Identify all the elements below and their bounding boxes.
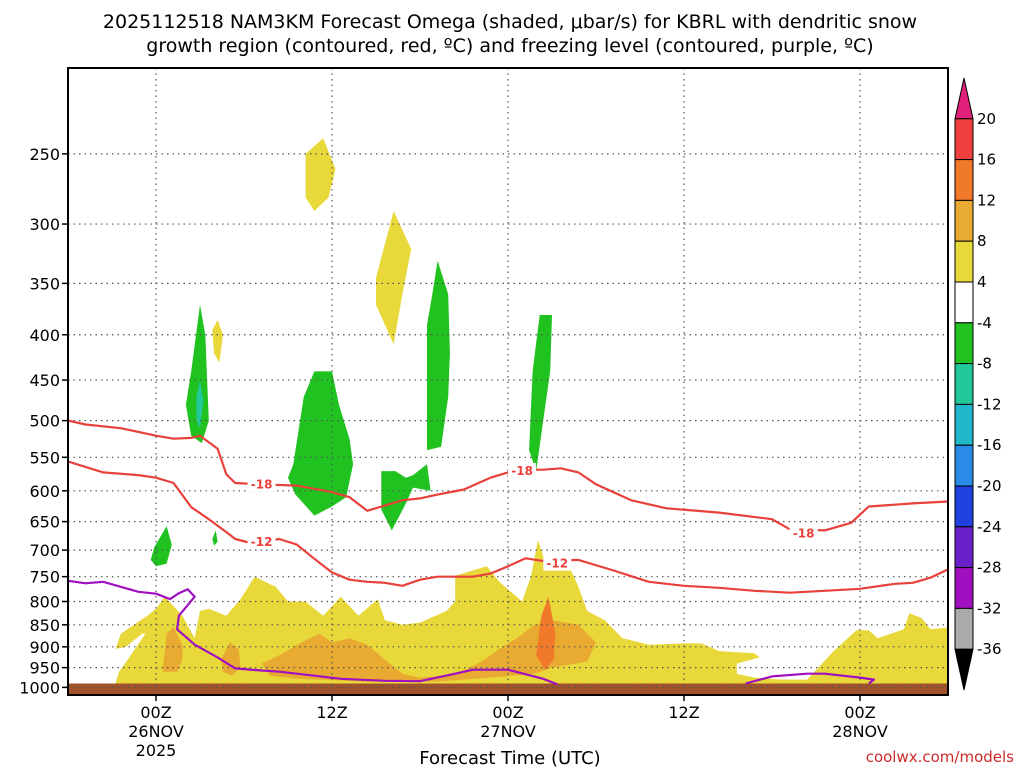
- omega-region-1: [376, 211, 412, 345]
- colorbar-arrow-top: [954, 77, 974, 120]
- contour-label: -18: [511, 464, 533, 478]
- freezing-level-contour: [67, 579, 558, 686]
- y-axis-ticks: 250 300 350 400 450 500 550 600 650 700 750 800 850 9…: [19, 145, 68, 697]
- x-tick-label: 28NOV: [832, 722, 888, 741]
- contour-lines: [67, 419, 949, 686]
- y-tick-label: 250: [29, 145, 60, 164]
- y-tick-label: 550: [29, 448, 60, 467]
- y-tick-label: 350: [29, 274, 60, 293]
- y-tick-label: 750: [29, 568, 60, 587]
- colorbar-tick-label: 12: [977, 191, 996, 209]
- y-tick-label: 800: [29, 593, 60, 612]
- omega-region-2: [212, 320, 223, 363]
- contour-label: -12: [251, 535, 273, 549]
- colorbar-tick-label: -28: [977, 559, 1002, 577]
- colorbar-bin: [954, 607, 974, 650]
- omega-shading: [115, 138, 948, 684]
- dgz-contour-bottom: [67, 460, 949, 594]
- omega-region-7: [529, 315, 552, 472]
- omega-region-8: [381, 464, 431, 531]
- colorbar-tick-label: -20: [977, 477, 1002, 495]
- colorbar-tick-label: -36: [977, 640, 1002, 658]
- y-tick-label: 450: [29, 371, 60, 390]
- colorbar-tick-label: 8: [977, 232, 987, 250]
- x-tick-label: 00Z: [844, 703, 875, 722]
- colorbar-tick-label: -24: [977, 518, 1002, 536]
- omega-region-3: [185, 304, 209, 444]
- colorbar-bin: [954, 444, 974, 487]
- colorbar-tick-label: 20: [977, 110, 996, 128]
- omega-region-9: [150, 526, 172, 567]
- contour-label-bg: [508, 463, 537, 479]
- colorbar-bin: [954, 240, 974, 283]
- y-tick-label: 400: [29, 326, 60, 345]
- contour-label: -12: [546, 557, 568, 571]
- y-tick-label: 300: [29, 215, 60, 234]
- omega-region-16: [536, 596, 556, 670]
- y-tick-label: 500: [29, 412, 60, 431]
- freezing-level-contour-2: [745, 672, 876, 685]
- dgz-contour-top: [67, 419, 949, 532]
- contour-label: -18: [251, 477, 273, 491]
- y-tick-label: 900: [29, 638, 60, 657]
- omega-region-6: [427, 260, 450, 451]
- x-axis-label: Forecast Time (UTC): [419, 748, 600, 768]
- colorbar-bin: [954, 363, 974, 405]
- colorbar-tick-label: 16: [977, 151, 996, 169]
- colorbar-bin: [954, 526, 974, 569]
- y-tick-label: 600: [29, 482, 60, 501]
- gridlines: [68, 68, 948, 695]
- colorbar-tick-label: 4: [977, 273, 987, 291]
- colorbar-bin: [954, 199, 974, 242]
- y-tick-label: 1000: [19, 678, 60, 697]
- omega-region-15: [261, 620, 596, 682]
- contour-label-bg: [543, 555, 572, 571]
- x-tick-label: 00Z: [492, 703, 523, 722]
- colorbar-bin: [954, 567, 974, 609]
- omega-region-0: [305, 138, 336, 211]
- chart-title-line-2: growth region (contoured, red, ºC) and f…: [146, 35, 873, 57]
- y-tick-label: 850: [29, 616, 60, 635]
- x-tick-label: 12Z: [316, 703, 347, 722]
- contour-label: -18: [793, 526, 815, 540]
- x-tick-label: 26NOV: [128, 722, 184, 741]
- credit-text[interactable]: coolwx.com/models: [866, 748, 1014, 766]
- colorbar: 20 16 12 8 4 -4 -8 -12 -16 -20 -24 -28 -32 -36: [954, 77, 1002, 691]
- omega-region-10: [212, 530, 218, 546]
- chart-title-line-1: 2025112518 NAM3KM Forecast Omega (shaded…: [103, 11, 917, 33]
- colorbar-arrow-bottom: [954, 648, 974, 691]
- x-tick-label: 2025: [136, 741, 177, 760]
- colorbar-tick-label: -4: [977, 314, 992, 332]
- contour-label-bg: [247, 476, 276, 492]
- omega-region-4: [196, 380, 204, 429]
- colorbar-bin: [954, 322, 974, 365]
- x-tick-label: 12Z: [668, 703, 699, 722]
- y-tick-label: 650: [29, 513, 60, 532]
- colorbar-tick-label: -16: [977, 436, 1002, 454]
- y-tick-label: 950: [29, 659, 60, 678]
- colorbar-bin: [954, 118, 974, 161]
- contour-label-bg: [247, 533, 276, 549]
- colorbar-bin: [954, 159, 974, 201]
- ground-below-surface: [68, 683, 948, 695]
- x-tick-label: 27NOV: [480, 722, 536, 741]
- omega-region-5: [288, 371, 354, 516]
- contour-label-bg: [789, 525, 818, 541]
- x-tick-label: 00Z: [140, 703, 171, 722]
- colorbar-bin: [954, 281, 974, 324]
- colorbar-bin: [954, 485, 974, 528]
- omega-region-13: [163, 627, 183, 672]
- y-tick-label: 700: [29, 541, 60, 560]
- contour-labels: -18 -18 -18 -12 -12: [247, 463, 818, 571]
- colorbar-bin: [954, 403, 974, 446]
- colorbar-tick-label: -12: [977, 395, 1002, 413]
- colorbar-tick-label: -32: [977, 599, 1002, 617]
- colorbar-tick-label: -8: [977, 355, 992, 373]
